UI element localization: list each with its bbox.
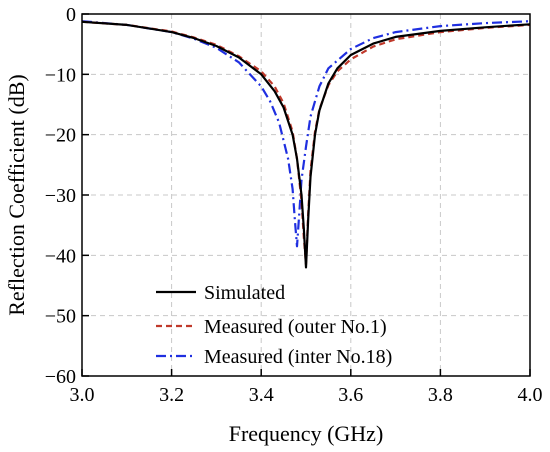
- y-tick-label: −10: [45, 64, 76, 86]
- series-layer: [81, 20, 531, 269]
- y-axis-title: Reflection Coefficient (dB): [4, 74, 29, 316]
- x-tick-label: 3.8: [428, 384, 453, 406]
- x-tick-label: 3.0: [70, 384, 95, 406]
- grid: [82, 14, 530, 376]
- x-tick-label: 3.4: [249, 384, 274, 406]
- legend-label-measured-inter: Measured (inter No.18): [204, 346, 392, 368]
- legend: Simulated Measured (outer No.1) Measured…: [156, 282, 392, 368]
- y-tick-label: −30: [45, 185, 76, 207]
- series-line-2: [81, 20, 531, 248]
- x-tick-label: 3.2: [159, 384, 184, 406]
- legend-label-measured-outer: Measured (outer No.1): [204, 316, 387, 338]
- y-tick-label: 0: [66, 4, 76, 26]
- plot-frame: [81, 13, 531, 377]
- y-tick-label: −40: [45, 245, 76, 267]
- x-axis-title: Frequency (GHz): [229, 421, 384, 446]
- y-tick-label: −50: [45, 306, 76, 328]
- x-tick-label: 4.0: [518, 384, 543, 406]
- y-tick-label: −20: [45, 125, 76, 147]
- y-tick-label: −60: [45, 366, 76, 388]
- ticks: 3.0 3.2 3.4 3.6 3.8 4.0 0 −10 −20 −30 −40 −50 −60: [45, 4, 543, 406]
- series-line-0: [81, 20, 531, 269]
- x-tick-label: 3.6: [338, 384, 363, 406]
- legend-label-simulated: Simulated: [204, 282, 285, 304]
